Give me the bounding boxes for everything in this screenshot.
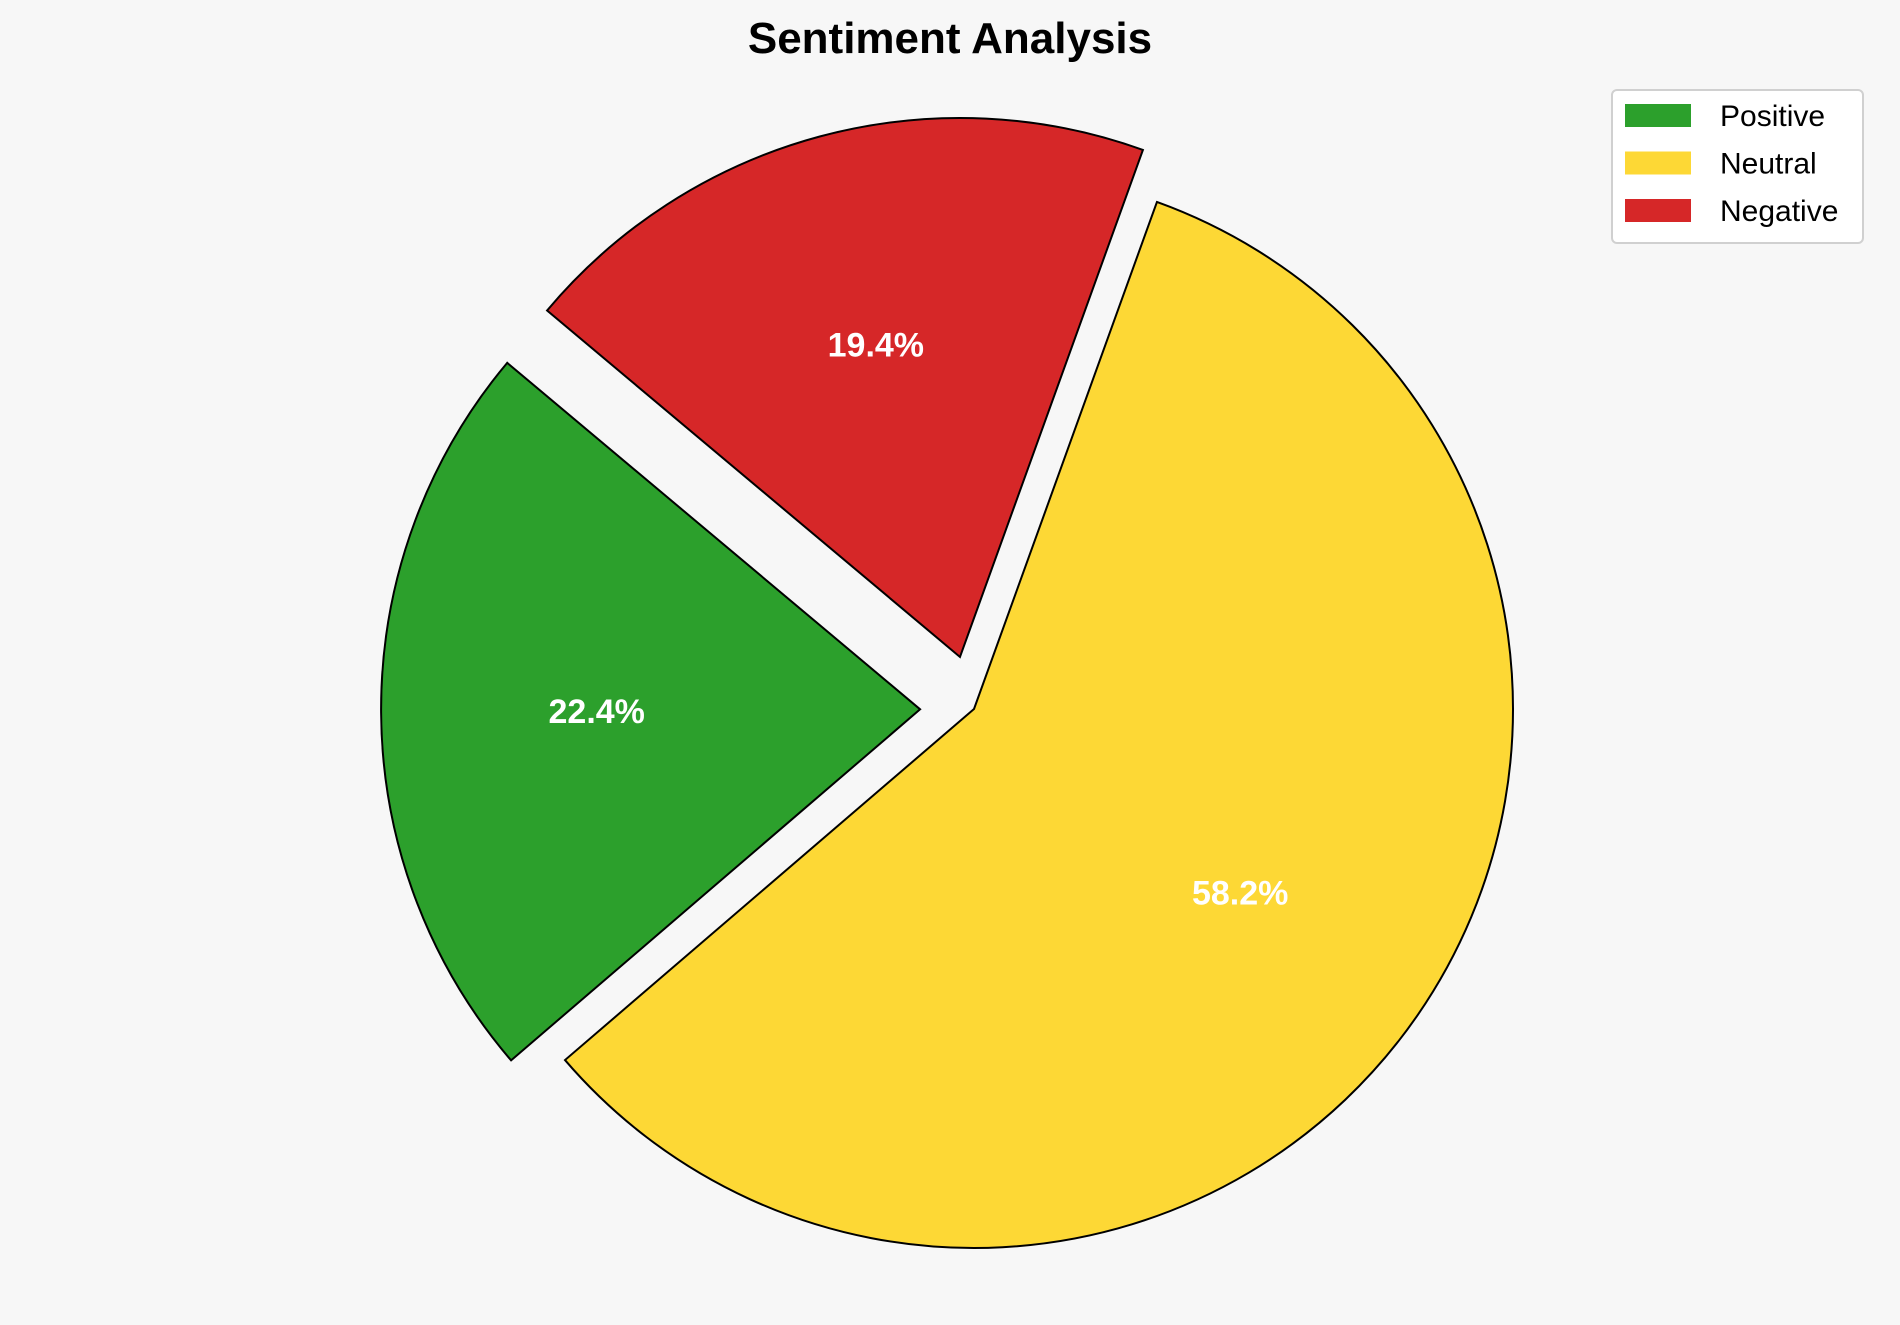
legend-label-positive: Positive <box>1720 100 1825 133</box>
legend-label-negative: Negative <box>1720 195 1838 228</box>
legend-swatch-positive <box>1625 104 1691 127</box>
legend-swatch-neutral <box>1625 151 1691 175</box>
chart-title: Sentiment Analysis <box>748 14 1152 63</box>
pie-slice-positive <box>380 361 922 1062</box>
slice-label-negative: 19.4% <box>828 327 924 365</box>
pie-slice-negative <box>545 116 1145 659</box>
legend-swatch-negative <box>1625 199 1691 222</box>
slice-label-neutral: 58.2% <box>1192 875 1288 913</box>
slice-label-positive: 22.4% <box>549 693 645 731</box>
legend: Positive Neutral Negative <box>1611 89 1864 244</box>
pie-slice-neutral <box>563 200 1514 1250</box>
legend-label-neutral: Neutral <box>1720 148 1817 181</box>
